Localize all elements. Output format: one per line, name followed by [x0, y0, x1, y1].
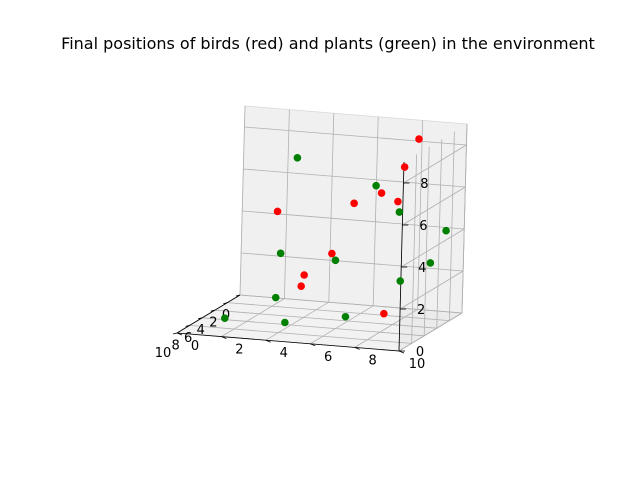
z-tick-label: 0 — [416, 345, 424, 360]
y-tick-label: 0 — [191, 339, 199, 354]
plant-point — [331, 256, 340, 265]
plant-point — [276, 249, 285, 258]
z-tick-label: 2 — [417, 303, 425, 318]
plant-point — [372, 181, 380, 190]
x-tick-label: 2 — [209, 316, 217, 331]
bird-point — [350, 199, 358, 208]
chart-title: Final positions of birds (red) and plant… — [61, 34, 595, 53]
x-tick — [198, 317, 203, 320]
y-gridline — [309, 305, 374, 345]
bird-point — [415, 135, 423, 143]
z-gridline — [399, 270, 464, 310]
bird-point — [400, 163, 409, 171]
x-tick-label: 6 — [184, 331, 192, 346]
plant-point — [281, 318, 289, 327]
x-gridline — [411, 154, 417, 344]
z-gridline — [244, 126, 467, 146]
bird-point — [380, 309, 388, 318]
bird-point — [377, 189, 386, 197]
data-points — [220, 135, 450, 327]
x-tick — [185, 325, 190, 327]
x-gridline — [189, 325, 412, 344]
x-gridline — [202, 317, 425, 337]
x-gridline — [423, 146, 430, 336]
x-tick — [172, 332, 178, 335]
y-tick — [265, 339, 271, 343]
z-gridline — [403, 144, 467, 184]
y-gridline — [239, 105, 246, 296]
x-tick — [223, 302, 228, 304]
y-gridline — [417, 120, 423, 310]
axes — [172, 161, 410, 354]
y-tick-label: 4 — [280, 346, 288, 361]
plant-point — [293, 154, 302, 162]
x-tick — [235, 294, 241, 297]
z-gridline — [243, 168, 466, 188]
x-tick-label: 10 — [155, 346, 172, 361]
z-gridline — [398, 312, 463, 352]
tick-labels: 0246810024681002468 — [155, 177, 429, 372]
z-tick-label: 6 — [419, 219, 427, 234]
z-axis-line — [398, 161, 405, 352]
y-tick — [176, 332, 183, 336]
y-gridline — [265, 301, 330, 341]
bird-point — [328, 249, 336, 258]
bird-point — [300, 271, 308, 279]
x-gridline — [449, 131, 455, 321]
y-gridline — [372, 116, 379, 306]
x-tick-label: 4 — [197, 323, 205, 338]
z-tick-label: 4 — [418, 261, 426, 276]
y-tick-label: 2 — [235, 343, 243, 358]
z-gridline — [401, 228, 465, 268]
y-tick-label: 8 — [368, 353, 376, 368]
bird-point — [394, 197, 402, 206]
z-tick-label: 8 — [420, 177, 428, 192]
y-tick — [221, 336, 227, 339]
y-tick-label: 6 — [324, 350, 332, 365]
bird-point — [273, 207, 282, 216]
plant-point — [341, 312, 350, 321]
x-gridline — [436, 139, 443, 329]
plant-point — [442, 226, 450, 235]
y-tick — [310, 343, 316, 347]
x-axis-line — [176, 294, 241, 334]
y-gridline — [354, 309, 418, 348]
plant-point — [395, 208, 404, 216]
y-gridline — [461, 123, 468, 314]
y-gridline — [221, 298, 285, 337]
plant-point — [396, 277, 405, 285]
plant-point — [271, 293, 280, 302]
y-gridline — [284, 109, 290, 299]
y-axis-line — [176, 332, 400, 352]
y-gridline — [328, 113, 335, 303]
plant-point — [426, 259, 435, 267]
grid-lines — [176, 105, 468, 352]
z-gridline — [402, 186, 466, 226]
y-tick — [354, 347, 360, 350]
side-pane — [239, 105, 468, 314]
plant-point — [220, 314, 229, 322]
y-tick-label: 10 — [409, 357, 426, 372]
bird-point — [297, 282, 305, 291]
x-tick-label: 8 — [171, 338, 179, 353]
x-tick — [210, 309, 215, 312]
